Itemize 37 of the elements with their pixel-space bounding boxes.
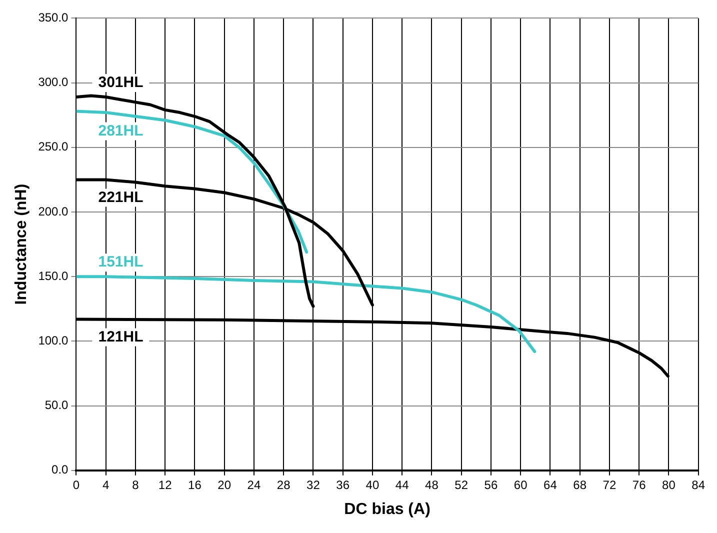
x-tick-label: 0 [72, 478, 80, 492]
x-tick-label: 40 [366, 478, 380, 492]
x-tick-label: 60 [514, 478, 528, 492]
x-tick-label: 80 [662, 478, 676, 492]
series-label: 121HL [98, 328, 144, 346]
x-tick-label: 44 [395, 478, 410, 492]
y-tick-label: 300.0 [38, 75, 69, 90]
x-tick-label: 12 [158, 478, 172, 492]
x-tick-label: 48 [425, 478, 439, 492]
x-tick-label: 28 [276, 478, 291, 492]
y-tick-label: 350.0 [38, 10, 69, 25]
y-tick-label: 200.0 [38, 204, 69, 218]
x-tick-label: 16 [188, 478, 202, 492]
x-tick-label: 76 [632, 478, 646, 492]
x-tick-label: 72 [602, 478, 616, 492]
series-label: 281HL [98, 122, 144, 140]
x-tick-label: 52 [454, 478, 468, 492]
x-tick-label: 32 [306, 478, 320, 492]
y-axis-title: Inductance (nH) [13, 184, 30, 305]
series-label: 301HL [98, 74, 144, 92]
y-tick-label: 250.0 [38, 140, 69, 154]
series-label: 151HL [98, 254, 144, 271]
series-label: 221HL [98, 188, 144, 206]
x-tick-label: 20 [218, 478, 232, 492]
y-tick-label: 0.0 [52, 462, 69, 477]
x-tick-label: 84 [692, 478, 706, 492]
x-tick-label: 24 [247, 478, 261, 492]
y-tick-label: 150.0 [38, 268, 69, 283]
x-tick-label: 4 [102, 478, 110, 492]
x-tick-label: 64 [544, 478, 558, 492]
x-tick-label: 56 [484, 478, 498, 492]
y-tick-label: 50.0 [44, 398, 69, 412]
x-tick-label: 68 [573, 478, 587, 492]
y-tick-label: 100.0 [38, 334, 69, 348]
x-tick-label: 36 [336, 478, 350, 492]
x-tick-label: 8 [132, 478, 140, 492]
x-axis-title: DC bias (A) [344, 500, 430, 518]
